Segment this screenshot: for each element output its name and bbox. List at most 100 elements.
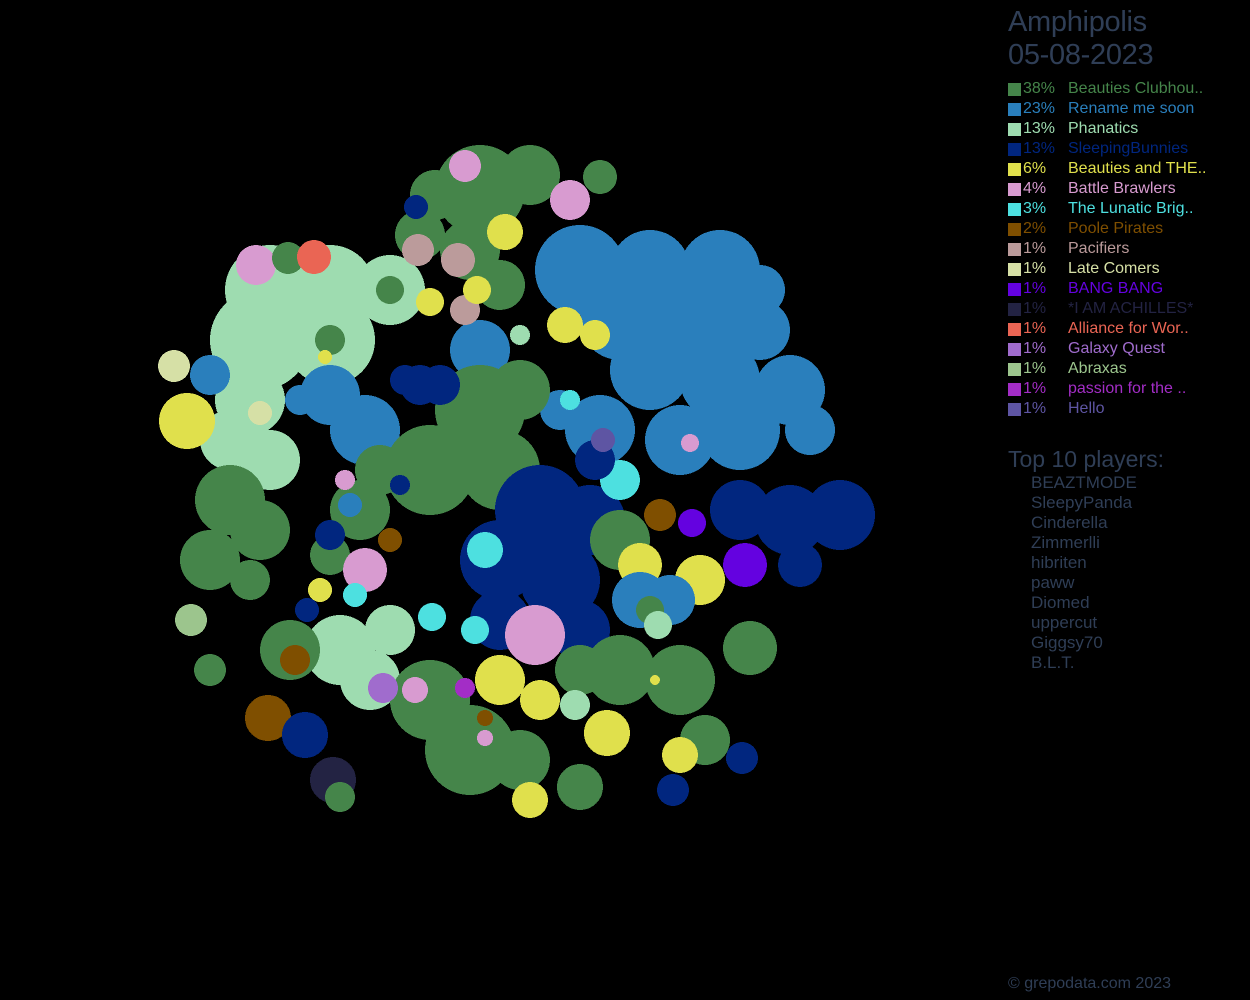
territory-region: [591, 428, 615, 452]
territory-region: [230, 500, 290, 560]
legend-swatch: [1008, 342, 1021, 356]
player-name: Diomed: [1031, 593, 1090, 612]
player-name: Giggsy70: [1031, 633, 1103, 652]
legend-swatch: [1008, 402, 1021, 416]
legend-percentage: 13%: [1023, 140, 1056, 157]
territory-region: [318, 350, 332, 364]
legend-percentage: 23%: [1023, 100, 1056, 117]
player-name: B.L.T.: [1031, 653, 1075, 672]
player-name: Cinderella: [1031, 513, 1108, 532]
territory-region: [560, 390, 580, 410]
territory-region: [343, 548, 387, 592]
territory-region: [365, 605, 415, 655]
legend-alliance-name: SleepingBunnies: [1068, 140, 1189, 157]
territory-region: [463, 276, 491, 304]
legend-percentage: 38%: [1023, 80, 1056, 97]
territory-region: [285, 385, 315, 415]
legend-alliance-name: Late Comers: [1068, 260, 1160, 277]
legend-item: 3% The Lunatic Brig..: [1008, 199, 1250, 219]
territory-region: [730, 300, 790, 360]
territory-region: [297, 240, 331, 274]
territory-region: [490, 360, 550, 420]
territory-region: [785, 405, 835, 455]
territory-region: [645, 645, 715, 715]
territory-region: [338, 493, 362, 517]
legend-alliance-name: Hello: [1068, 400, 1105, 417]
territory-region: [315, 520, 345, 550]
territory-region: [490, 730, 550, 790]
legend-percentage: 2%: [1023, 220, 1047, 237]
territory-region: [210, 290, 310, 390]
legend-swatch: [1008, 282, 1021, 296]
alliance-territory-map: [158, 145, 875, 818]
territory-region: [726, 742, 758, 774]
legend-percentage: 3%: [1023, 200, 1047, 217]
territory-region: [584, 710, 630, 756]
legend-item: 23% Rename me soon: [1008, 99, 1250, 119]
territory-region: [420, 365, 460, 405]
player-name: uppercut: [1031, 613, 1098, 632]
territory-region: [335, 470, 355, 490]
territory-region: [368, 673, 398, 703]
territory-region: [343, 583, 367, 607]
legend-item: 4% Battle Brawlers: [1008, 179, 1250, 199]
legend-swatch: [1008, 322, 1021, 336]
legend-alliance-name: Pacifiers: [1068, 240, 1130, 257]
territory-region: [425, 705, 515, 795]
territory-region: [158, 350, 190, 382]
legend-percentage: 1%: [1023, 380, 1047, 397]
sidebar: Amphipolis 05-08-2023 38% Beauties Clubho…: [1008, 6, 1250, 673]
territory-region: [487, 214, 523, 250]
territory-region: [735, 265, 785, 315]
territory-region: [778, 543, 822, 587]
legend-percentage: 1%: [1023, 400, 1047, 417]
legend-swatch: [1008, 362, 1021, 376]
legend-alliance-name: Beauties and THE..: [1068, 160, 1207, 177]
legend-alliance-name: *I AM ACHILLES*: [1068, 300, 1194, 317]
territory-region: [550, 180, 590, 220]
map-date: 05-08-2023: [1008, 39, 1154, 71]
legend-alliance-name: Alliance for Wor..: [1068, 320, 1189, 337]
territory-region: [315, 325, 345, 355]
territory-region: [550, 600, 610, 660]
legend-percentage: 6%: [1023, 160, 1047, 177]
territory-region: [441, 243, 475, 277]
territory-map-canvas: [158, 145, 875, 818]
territory-region: [376, 276, 404, 304]
top-players-title: Top 10 players:: [1008, 446, 1164, 472]
territory-region: [650, 675, 660, 685]
territory-region: [700, 390, 780, 470]
legend-item: 13% SleepingBunnies: [1008, 139, 1250, 159]
territory-region: [402, 677, 428, 703]
player-name: Zimmerlli: [1031, 533, 1100, 552]
territory-region: [248, 401, 272, 425]
territory-region: [585, 635, 655, 705]
territory-region: [416, 288, 444, 316]
territory-region: [467, 532, 503, 568]
territory-region: [475, 655, 525, 705]
territory-region: [681, 434, 699, 452]
legend-swatch: [1008, 122, 1021, 136]
legend-item: 1% BANG BANG: [1008, 279, 1250, 299]
legend-item: 6% Beauties and THE..: [1008, 159, 1250, 179]
territory-region: [450, 320, 510, 380]
legend-alliance-name: Battle Brawlers: [1068, 180, 1176, 197]
legend-swatch: [1008, 142, 1021, 156]
legend-percentage: 1%: [1023, 240, 1047, 257]
legend-swatch: [1008, 182, 1021, 196]
territory-region: [500, 145, 560, 205]
territory-region: [510, 325, 530, 345]
territory-region: [477, 730, 493, 746]
legend-item: 13% Phanatics: [1008, 119, 1250, 139]
territory-region: [520, 680, 560, 720]
territory-region: [547, 307, 583, 343]
legend-alliance-name: Galaxy Quest: [1068, 340, 1165, 357]
legend-percentage: 1%: [1023, 320, 1047, 337]
legend-percentage: 1%: [1023, 260, 1047, 277]
world-name: Amphipolis: [1008, 6, 1147, 38]
legend-swatch: [1008, 242, 1021, 256]
territory-region: [805, 480, 875, 550]
player-name: BEAZTMODE: [1031, 473, 1137, 492]
territory-region: [710, 480, 770, 540]
legend-percentage: 1%: [1023, 360, 1047, 377]
